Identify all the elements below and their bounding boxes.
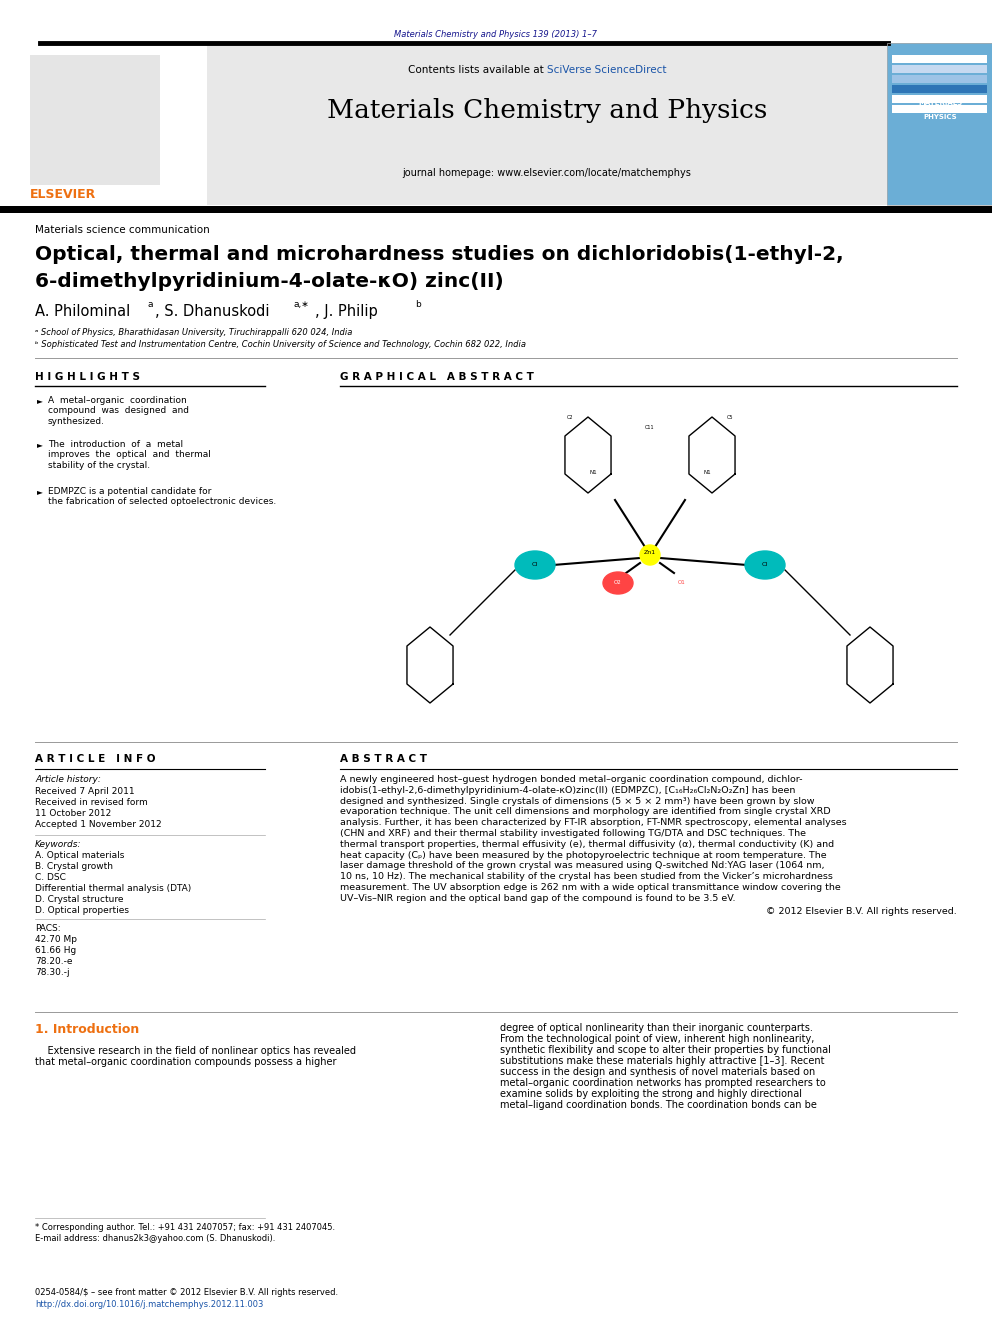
Text: © 2012 Elsevier B.V. All rights reserved.: © 2012 Elsevier B.V. All rights reserved… bbox=[766, 906, 957, 916]
Text: idobis(1-ethyl-2,6-dimethylpyridinium-4-olate-κO)zinc(II) (EDMPZC), [C₁₆H₂₆Cl₂N₂: idobis(1-ethyl-2,6-dimethylpyridinium-4-… bbox=[340, 786, 796, 795]
Text: * Corresponding author. Tel.: +91 431 2407057; fax: +91 431 2407045.: * Corresponding author. Tel.: +91 431 24… bbox=[35, 1222, 335, 1232]
Text: Article history:: Article history: bbox=[35, 775, 101, 785]
Text: heat capacity (Cₚ) have been measured by the photopyroelectric technique at room: heat capacity (Cₚ) have been measured by… bbox=[340, 851, 826, 860]
Circle shape bbox=[640, 545, 660, 565]
Text: metal–organic coordination networks has prompted researchers to: metal–organic coordination networks has … bbox=[500, 1078, 825, 1088]
Bar bbox=[892, 56, 987, 64]
Text: Materials Chemistry and Physics 139 (2013) 1–7: Materials Chemistry and Physics 139 (201… bbox=[395, 30, 597, 38]
Text: N1: N1 bbox=[589, 471, 597, 475]
Text: The  introduction  of  a  metal
improves  the  optical  and  thermal
stability o: The introduction of a metal improves the… bbox=[48, 441, 211, 470]
Text: D. Crystal structure: D. Crystal structure bbox=[35, 894, 123, 904]
Text: UV–Vis–NIR region and the optical band gap of the compound is found to be 3.5 eV: UV–Vis–NIR region and the optical band g… bbox=[340, 894, 735, 902]
Text: Keywords:: Keywords: bbox=[35, 840, 81, 849]
Bar bbox=[892, 105, 987, 112]
Text: SciVerse ScienceDirect: SciVerse ScienceDirect bbox=[547, 65, 667, 75]
Text: From the technological point of view, inherent high nonlinearity,: From the technological point of view, in… bbox=[500, 1035, 814, 1044]
Ellipse shape bbox=[603, 572, 633, 594]
Text: C. DSC: C. DSC bbox=[35, 873, 65, 882]
Text: evaporation technique. The unit cell dimensions and morphology are identified fr: evaporation technique. The unit cell dim… bbox=[340, 807, 830, 816]
Text: A B S T R A C T: A B S T R A C T bbox=[340, 754, 427, 763]
Ellipse shape bbox=[515, 550, 555, 579]
Text: H I G H L I G H T S: H I G H L I G H T S bbox=[35, 372, 140, 382]
Text: E-mail address: dhanus2k3@yahoo.com (S. Dhanuskodi).: E-mail address: dhanus2k3@yahoo.com (S. … bbox=[35, 1234, 276, 1244]
Text: 6-dimethylpyridinium-4-olate-κO) zinc(II): 6-dimethylpyridinium-4-olate-κO) zinc(II… bbox=[35, 273, 504, 291]
Text: measurement. The UV absorption edge is 262 nm with a wide optical transmittance : measurement. The UV absorption edge is 2… bbox=[340, 882, 841, 892]
Text: 78.20.-e: 78.20.-e bbox=[35, 957, 72, 966]
Bar bbox=[0, 206, 992, 213]
Text: thermal transport properties, thermal effusivity (e), thermal diffusivity (α), t: thermal transport properties, thermal ef… bbox=[340, 840, 834, 849]
Text: Optical, thermal and microhardness studies on dichloridobis(1-ethyl-2,: Optical, thermal and microhardness studi… bbox=[35, 245, 843, 265]
Text: ►: ► bbox=[37, 396, 43, 405]
Text: Accepted 1 November 2012: Accepted 1 November 2012 bbox=[35, 820, 162, 830]
Bar bbox=[892, 75, 987, 83]
Bar bbox=[892, 85, 987, 93]
Text: Differential thermal analysis (DTA): Differential thermal analysis (DTA) bbox=[35, 884, 191, 893]
Text: Cl: Cl bbox=[762, 562, 768, 568]
Text: G R A P H I C A L   A B S T R A C T: G R A P H I C A L A B S T R A C T bbox=[340, 372, 534, 382]
Text: 10 ns, 10 Hz). The mechanical stability of the crystal has been studied from the: 10 ns, 10 Hz). The mechanical stability … bbox=[340, 872, 833, 881]
Bar bbox=[207, 44, 887, 205]
Text: (CHN and XRF) and their thermal stability investigated following TG/DTA and DSC : (CHN and XRF) and their thermal stabilit… bbox=[340, 830, 806, 837]
Text: O1: O1 bbox=[679, 581, 685, 586]
Text: ►: ► bbox=[37, 441, 43, 448]
Text: B. Crystal growth: B. Crystal growth bbox=[35, 863, 113, 871]
Text: A R T I C L E   I N F O: A R T I C L E I N F O bbox=[35, 754, 156, 763]
Text: ►: ► bbox=[37, 487, 43, 496]
Text: , J. Philip: , J. Philip bbox=[315, 304, 378, 319]
Text: Received 7 April 2011: Received 7 April 2011 bbox=[35, 787, 135, 796]
Bar bbox=[0, 44, 207, 205]
Bar bbox=[887, 44, 992, 205]
Text: PACS:: PACS: bbox=[35, 923, 61, 933]
Text: C2: C2 bbox=[566, 415, 573, 419]
Text: designed and synthesized. Single crystals of dimensions (5 × 5 × 2 mm³) have bee: designed and synthesized. Single crystal… bbox=[340, 796, 814, 806]
Text: ᵇ Sophisticated Test and Instrumentation Centre, Cochin University of Science an: ᵇ Sophisticated Test and Instrumentation… bbox=[35, 340, 526, 349]
Text: a: a bbox=[148, 300, 154, 310]
Ellipse shape bbox=[745, 550, 785, 579]
Bar bbox=[887, 44, 992, 205]
Text: Contents lists available at: Contents lists available at bbox=[408, 65, 547, 75]
Text: Received in revised form: Received in revised form bbox=[35, 798, 148, 807]
Text: ELSEVIER: ELSEVIER bbox=[30, 188, 96, 201]
Text: examine solids by exploiting the strong and highly directional: examine solids by exploiting the strong … bbox=[500, 1089, 802, 1099]
Text: , S. Dhanuskodi: , S. Dhanuskodi bbox=[155, 304, 270, 319]
Text: that metal–organic coordination compounds possess a higher: that metal–organic coordination compound… bbox=[35, 1057, 336, 1068]
Bar bbox=[892, 65, 987, 73]
Text: 42.70 Mp: 42.70 Mp bbox=[35, 935, 77, 945]
Bar bbox=[892, 95, 987, 103]
Text: A newly engineered host–guest hydrogen bonded metal–organic coordination compoun: A newly engineered host–guest hydrogen b… bbox=[340, 775, 803, 785]
Text: Extensive research in the field of nonlinear optics has revealed: Extensive research in the field of nonli… bbox=[35, 1046, 356, 1056]
Text: http://dx.doi.org/10.1016/j.matchemphys.2012.11.003: http://dx.doi.org/10.1016/j.matchemphys.… bbox=[35, 1301, 263, 1308]
Text: 61.66 Hg: 61.66 Hg bbox=[35, 946, 76, 955]
Text: Cl: Cl bbox=[532, 562, 538, 568]
Text: analysis. Further, it has been characterized by FT-IR absorption, FT-NMR spectro: analysis. Further, it has been character… bbox=[340, 818, 846, 827]
Text: 11 October 2012: 11 October 2012 bbox=[35, 808, 111, 818]
Text: EDMPZC is a potential candidate for
the fabrication of selected optoelectronic d: EDMPZC is a potential candidate for the … bbox=[48, 487, 276, 507]
Text: a,∗: a,∗ bbox=[294, 300, 310, 310]
Text: Zn1: Zn1 bbox=[644, 550, 656, 556]
Text: MATERIALS
CHEMISTRY AND
PHYSICS: MATERIALS CHEMISTRY AND PHYSICS bbox=[908, 101, 972, 120]
Text: substitutions make these materials highly attractive [1–3]. Recent: substitutions make these materials highl… bbox=[500, 1056, 824, 1066]
Text: A  metal–organic  coordination
compound  was  designed  and
synthesized.: A metal–organic coordination compound wa… bbox=[48, 396, 189, 426]
Text: b: b bbox=[415, 300, 421, 310]
Text: D. Optical properties: D. Optical properties bbox=[35, 906, 129, 916]
Bar bbox=[30, 56, 160, 185]
Text: O2: O2 bbox=[614, 581, 622, 586]
Text: degree of optical nonlinearity than their inorganic counterparts.: degree of optical nonlinearity than thei… bbox=[500, 1023, 812, 1033]
Text: journal homepage: www.elsevier.com/locate/matchemphys: journal homepage: www.elsevier.com/locat… bbox=[403, 168, 691, 179]
Text: 78.30.-j: 78.30.-j bbox=[35, 968, 69, 976]
Text: A. Philominal: A. Philominal bbox=[35, 304, 130, 319]
Text: Materials Chemistry and Physics: Materials Chemistry and Physics bbox=[326, 98, 767, 123]
Text: A. Optical materials: A. Optical materials bbox=[35, 851, 124, 860]
Text: success in the design and synthesis of novel materials based on: success in the design and synthesis of n… bbox=[500, 1068, 815, 1077]
Text: 0254-0584/$ – see front matter © 2012 Elsevier B.V. All rights reserved.: 0254-0584/$ – see front matter © 2012 El… bbox=[35, 1289, 338, 1297]
Text: laser damage threshold of the grown crystal was measured using Q-switched Nd:YAG: laser damage threshold of the grown crys… bbox=[340, 861, 824, 871]
Text: C11: C11 bbox=[645, 425, 655, 430]
Text: N1: N1 bbox=[703, 471, 711, 475]
Text: metal–ligand coordination bonds. The coordination bonds can be: metal–ligand coordination bonds. The coo… bbox=[500, 1099, 816, 1110]
Text: synthetic flexibility and scope to alter their properties by functional: synthetic flexibility and scope to alter… bbox=[500, 1045, 831, 1054]
Text: ᵃ School of Physics, Bharathidasan University, Tiruchirappalli 620 024, India: ᵃ School of Physics, Bharathidasan Unive… bbox=[35, 328, 352, 337]
Text: C5: C5 bbox=[727, 415, 733, 419]
Text: Materials science communication: Materials science communication bbox=[35, 225, 209, 235]
Text: 1. Introduction: 1. Introduction bbox=[35, 1023, 139, 1036]
